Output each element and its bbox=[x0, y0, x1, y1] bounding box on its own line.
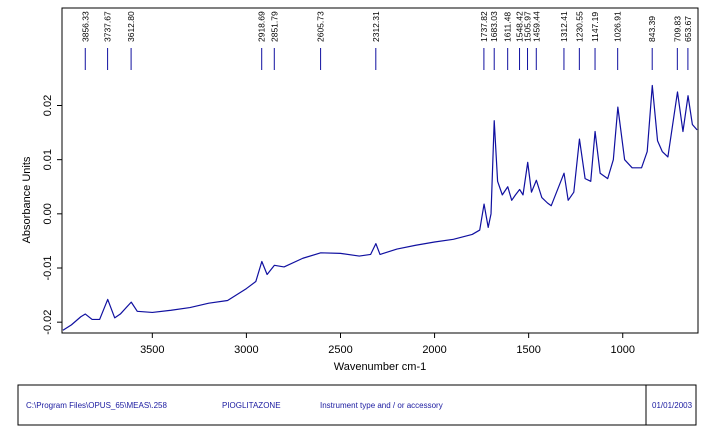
peak-label: 2918.69 bbox=[257, 11, 267, 42]
peak-label: 1683.03 bbox=[489, 11, 499, 42]
peak-label: 3856.33 bbox=[80, 11, 90, 42]
plot-frame bbox=[61, 7, 699, 334]
y-tick-label: -0.01 bbox=[42, 255, 54, 280]
y-tick-label: 0.02 bbox=[42, 95, 54, 116]
peak-label: 1312.41 bbox=[559, 11, 569, 42]
peak-label: 1737.82 bbox=[479, 11, 489, 42]
footer-box bbox=[17, 384, 697, 426]
peak-label: 653.67 bbox=[683, 16, 693, 42]
x-tick-label: 3500 bbox=[140, 344, 164, 356]
x-tick-label: 2000 bbox=[422, 344, 446, 356]
peak-label: 1147.19 bbox=[590, 12, 600, 42]
y-tick-label: -0.02 bbox=[42, 310, 54, 335]
peak-label: 1548.42 bbox=[515, 11, 525, 42]
peak-label: 843.39 bbox=[647, 16, 657, 42]
peak-label: 1505.97 bbox=[523, 11, 533, 42]
peak-label: 709.83 bbox=[672, 16, 682, 42]
spectrum-line bbox=[62, 84, 698, 331]
peak-label: 1611.48 bbox=[503, 12, 513, 42]
footer-sample: PIOGLITAZONE bbox=[222, 401, 281, 410]
peak-label: 3612.80 bbox=[126, 11, 136, 42]
x-tick-label: 1500 bbox=[516, 344, 540, 356]
peak-label: 2312.31 bbox=[371, 11, 381, 42]
peak-label: 1459.44 bbox=[531, 11, 541, 42]
y-axis-label: Absorbance Units bbox=[21, 156, 33, 243]
footer-instrument: Instrument type and / or accessory bbox=[320, 401, 443, 410]
x-tick-label: 2500 bbox=[328, 344, 352, 356]
footer-file: C:\Program Files\OPUS_65\MEAS\.258 bbox=[26, 401, 167, 410]
peak-label: 3737.67 bbox=[103, 11, 113, 42]
peak-label: 1026.91 bbox=[613, 11, 623, 42]
x-axis-label: Wavenumber cm-1 bbox=[334, 361, 427, 373]
peak-label: 1230.55 bbox=[574, 11, 584, 42]
x-tick-label: 1000 bbox=[610, 344, 634, 356]
y-tick-label: 0.01 bbox=[42, 149, 54, 170]
peak-label: 2851.79 bbox=[269, 11, 279, 42]
footer-date: 01/01/2003 bbox=[652, 401, 693, 410]
peak-label: 2605.73 bbox=[316, 11, 326, 42]
y-tick-label: 0.00 bbox=[42, 203, 54, 224]
x-tick-label: 3000 bbox=[234, 344, 258, 356]
